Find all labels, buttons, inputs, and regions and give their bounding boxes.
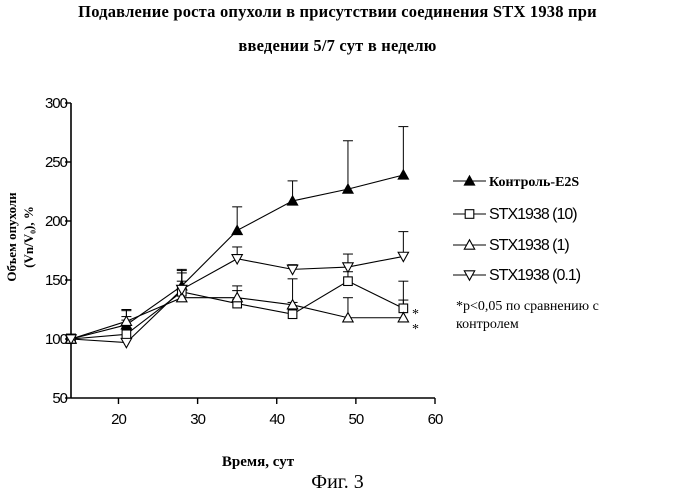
series-markers bbox=[66, 170, 409, 348]
data-point-series-2 bbox=[399, 304, 408, 313]
figure-caption: Фиг. 3 bbox=[0, 471, 675, 494]
data-point-series-3 bbox=[121, 316, 131, 325]
annotation-line-2: контролем bbox=[456, 317, 519, 332]
data-point-series-4 bbox=[121, 338, 131, 347]
legend-label-2: STX1938 (10) bbox=[489, 206, 577, 223]
x-tick-label: 40 bbox=[269, 411, 284, 428]
significance-mark-1: * bbox=[412, 307, 419, 322]
legend-label-3: STX1938 (1) bbox=[489, 237, 569, 254]
legend-label-1: Контроль-E2S bbox=[489, 175, 579, 190]
y-tick-label: 250 bbox=[45, 154, 68, 171]
data-point-series-4 bbox=[287, 265, 297, 274]
y-tick-label: 100 bbox=[45, 331, 68, 348]
legend-label-4: STX1938 (0.1) bbox=[489, 267, 581, 284]
y-axis-label-line-1: Объем опухоли bbox=[4, 192, 19, 282]
axes: 50 100 150 200 250 300 20 30 40 50 60 bbox=[45, 95, 443, 428]
x-tick-label: 60 bbox=[428, 411, 443, 428]
data-point-series-2 bbox=[122, 330, 131, 339]
y-tick-label: 150 bbox=[45, 272, 68, 289]
annotation-line-1: *p<0,05 по сравнению с bbox=[456, 299, 599, 314]
y-tick-label: 200 bbox=[45, 213, 68, 230]
x-tick-label: 30 bbox=[190, 411, 205, 428]
chart-area: 50 100 150 200 250 300 20 30 40 50 60 Контроль-E2S… bbox=[0, 0, 675, 470]
significance-mark-2: * bbox=[412, 322, 419, 337]
y-axis-label-line-2: (Vn/V₀), % bbox=[21, 206, 36, 268]
x-axis-label: Время, сут bbox=[222, 454, 295, 470]
x-tick-label: 20 bbox=[111, 411, 126, 428]
data-point-series-1 bbox=[232, 225, 242, 234]
data-point-series-1 bbox=[398, 170, 408, 179]
data-point-series-2 bbox=[288, 310, 297, 319]
x-tick-label: 50 bbox=[349, 411, 364, 428]
y-tick-label: 50 bbox=[52, 390, 67, 407]
y-tick-label: 300 bbox=[45, 95, 68, 112]
data-point-series-2 bbox=[344, 277, 353, 286]
legend: Контроль-E2S STX1938 (10) STX1938 (1) STX19… bbox=[453, 175, 581, 284]
legend-marker-2 bbox=[465, 210, 474, 219]
